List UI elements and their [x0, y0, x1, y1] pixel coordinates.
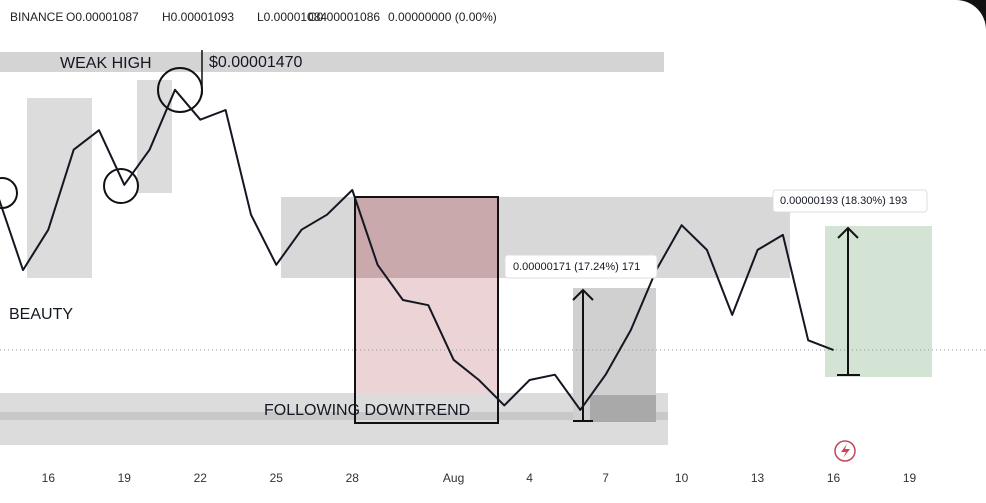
circle: [157, 67, 203, 113]
x-tick-label: 25: [270, 471, 284, 485]
arrow: [572, 288, 594, 422]
arrow: [837, 226, 860, 376]
corner: [956, 0, 986, 30]
annotation: BEAUTY: [9, 306, 73, 323]
zone: [0, 52, 664, 72]
x-tick-label: 22: [194, 471, 208, 485]
ohlc: L0.00001084: [257, 10, 327, 24]
zone: [355, 197, 498, 278]
x-tick-label: 19: [118, 471, 132, 485]
symbol: BINANCE: [10, 10, 63, 24]
box-outline: [354, 196, 499, 424]
ohlc: O0.00001087: [66, 10, 139, 24]
annotation: WEAK HIGH: [60, 55, 152, 72]
tooltip: [772, 189, 928, 213]
zone: [27, 98, 92, 278]
x-tick-label: 10: [675, 471, 689, 485]
tooltip-text: 0.00000193 (18.30%) 193: [780, 195, 907, 207]
x-tick-label: 13: [751, 471, 765, 485]
x-tick-label: Aug: [443, 471, 464, 485]
icon: [834, 440, 856, 462]
zone: [0, 412, 668, 420]
price-line: [0, 88, 834, 411]
tooltip-text: 0.00000171 (17.24%) 171: [513, 261, 640, 273]
target-zone: [825, 226, 932, 377]
x-tick-label: 19: [903, 471, 917, 485]
circle: [103, 168, 139, 204]
zone: [281, 197, 357, 278]
zone: [590, 395, 656, 422]
tooltip: [504, 254, 658, 279]
change: 0.00000000 (0.00%): [388, 10, 497, 24]
x-tick-label: 16: [827, 471, 841, 485]
icon: [841, 444, 850, 458]
x-tick-label: 4: [526, 471, 533, 485]
x-tick-label: 16: [42, 471, 56, 485]
annotation: FOLLOWING DOWNTREND: [264, 402, 470, 419]
ohlc: C0.00001086: [308, 10, 380, 24]
plot: [0, 88, 834, 411]
annotation: $0.00001470: [209, 54, 303, 71]
x-tick-label: 7: [602, 471, 609, 485]
ohlc: H0.00001093: [162, 10, 234, 24]
x-tick-label: 28: [346, 471, 360, 485]
